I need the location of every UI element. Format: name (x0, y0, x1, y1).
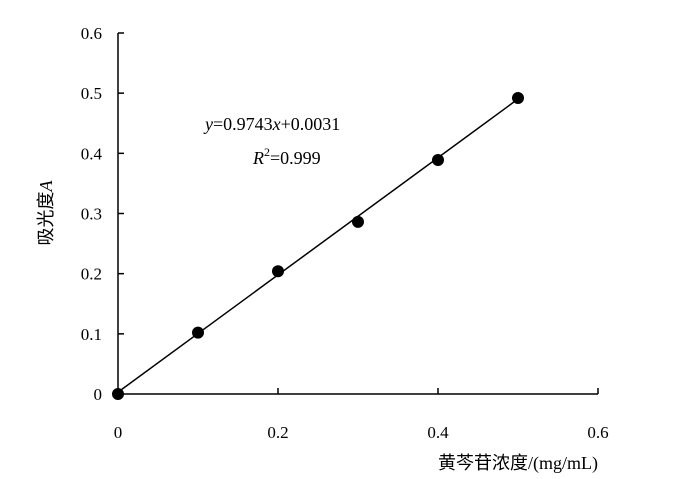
y-tick-label: 0.5 (81, 84, 102, 103)
data-point (512, 91, 524, 104)
y-tick-label: 0.6 (81, 24, 102, 43)
y-axis-title-text: 吸光度 (36, 192, 56, 246)
data-point (432, 153, 444, 166)
y-tick-label: 0.2 (81, 265, 102, 284)
trendline (117, 98, 519, 393)
r-squared-r: R (252, 148, 264, 168)
r-squared-exponent: 2 (264, 145, 270, 159)
x-tick-label: 0 (114, 423, 123, 442)
r-squared-value: =0.999 (270, 148, 321, 168)
data-point (112, 388, 124, 400)
regression-equation: y=0.9743x+0.0031 (203, 114, 340, 134)
y-axis-title-variable: A (36, 180, 56, 193)
r-squared: R2=0.999 (252, 145, 321, 168)
y-axis-title: 吸光度A (36, 180, 56, 246)
y-ticks: 0 0.1 0.2 0.3 0.4 0.5 0.6 (81, 24, 124, 404)
y-tick-label: 0.4 (81, 144, 103, 163)
equation-y: y (203, 114, 213, 134)
y-tick-label: 0.1 (81, 325, 102, 344)
data-point (272, 265, 284, 278)
x-tick-label: 0.2 (267, 423, 288, 442)
x-tick-label: 0.6 (587, 423, 608, 442)
y-tick-label: 0 (94, 385, 103, 404)
x-ticks: 0 0.2 0.4 0.6 (114, 388, 609, 442)
x-axis-title: 黄芩苷浓度/(mg/mL) (438, 453, 598, 474)
equation-intercept: +0.0031 (281, 114, 341, 134)
data-point (192, 326, 204, 339)
equation-x: x (272, 114, 281, 134)
data-point (352, 215, 364, 228)
x-tick-label: 0.4 (427, 423, 449, 442)
data-points (112, 91, 524, 400)
y-tick-label: 0.3 (81, 205, 102, 224)
equation-slope: =0.9743 (213, 114, 273, 134)
